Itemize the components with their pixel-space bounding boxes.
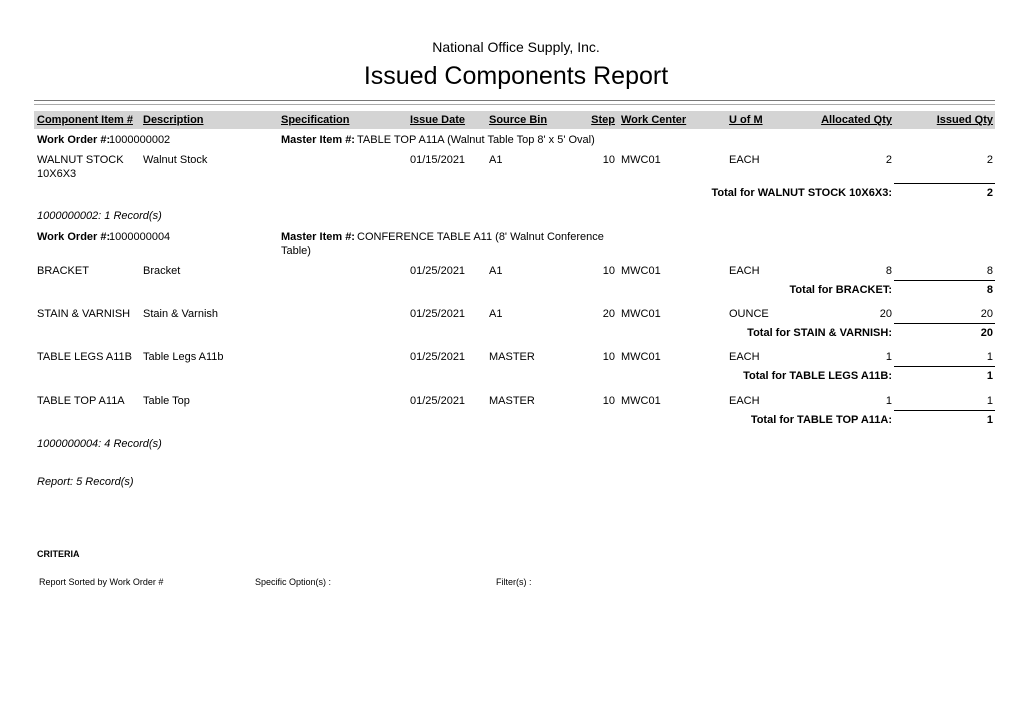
component-item: TABLE LEGS A11B xyxy=(37,351,132,363)
issue-date: 01/25/2021 xyxy=(410,351,466,363)
divider xyxy=(34,104,995,105)
master-item: CONFERENCE TABLE A11 (8' Walnut Conferen… xyxy=(357,231,604,243)
step: 10 xyxy=(602,265,615,277)
step: 10 xyxy=(602,351,615,363)
work-order-label: Work Order #: xyxy=(37,231,111,243)
work-center: MWC01 xyxy=(621,351,661,363)
criteria-sorted: Report Sorted by Work Order # xyxy=(39,577,164,587)
issued-qty: 1 xyxy=(986,351,993,363)
column-header-source-bin: Source Bin xyxy=(489,114,548,126)
component-item: WALNUT STOCK xyxy=(37,154,124,166)
issued-qty: 2 xyxy=(986,154,993,166)
component-item: BRACKET xyxy=(37,265,89,277)
allocated-qty: 2 xyxy=(885,154,892,166)
work-center: MWC01 xyxy=(621,265,661,277)
master-item-label: Master Item #: xyxy=(281,231,355,243)
column-header-band xyxy=(34,111,995,129)
issue-date: 01/25/2021 xyxy=(410,395,466,407)
criteria-heading: CRITERIA xyxy=(37,549,80,559)
column-header-issued-qty: Issued Qty xyxy=(936,114,993,126)
total-rule xyxy=(894,280,995,281)
source-bin: A1 xyxy=(489,308,503,320)
uom: EACH xyxy=(729,351,760,363)
allocated-qty: 20 xyxy=(879,308,892,320)
issued-qty: 1 xyxy=(986,395,993,407)
component-item: TABLE TOP A11A xyxy=(37,395,125,407)
description: Table Top xyxy=(143,395,190,407)
work-center: MWC01 xyxy=(621,395,661,407)
source-bin: MASTER xyxy=(489,351,535,363)
total-rule xyxy=(894,183,995,184)
master-item: TABLE TOP A11A (Walnut Table Top 8' x 5'… xyxy=(357,134,595,146)
description: Walnut Stock xyxy=(143,154,208,166)
total-issued: 20 xyxy=(980,327,993,339)
total-label: Total for TABLE TOP A11A: xyxy=(750,414,892,426)
master-item-label: Master Item #: xyxy=(281,134,355,146)
column-header-specification: Specification xyxy=(281,114,350,126)
criteria-options: Specific Option(s) : xyxy=(255,577,332,587)
issue-date: 01/15/2021 xyxy=(410,154,466,166)
description: Table Legs A11b xyxy=(143,351,224,363)
column-header-uom: U of M xyxy=(729,114,763,126)
company-name: National Office Supply, Inc. xyxy=(432,39,600,55)
total-issued: 2 xyxy=(986,187,993,199)
issued-qty: 8 xyxy=(986,265,993,277)
issue-date: 01/25/2021 xyxy=(410,265,466,277)
step: 10 xyxy=(602,395,615,407)
source-bin: MASTER xyxy=(489,395,535,407)
criteria-filters: Filter(s) : xyxy=(496,577,532,587)
column-header-allocated-qty: Allocated Qty xyxy=(821,114,892,126)
description: Stain & Varnish xyxy=(143,308,219,320)
column-header-component-item: Component Item # xyxy=(37,114,133,126)
report-record-count: Report: 5 Record(s) xyxy=(37,476,134,488)
total-issued: 8 xyxy=(986,284,993,296)
total-issued: 1 xyxy=(986,414,993,426)
source-bin: A1 xyxy=(489,154,503,166)
work-order-number: 1000000004 xyxy=(109,231,171,243)
total-rule xyxy=(894,410,995,411)
column-header-work-center: Work Center xyxy=(621,114,687,126)
component-item-cont: 10X6X3 xyxy=(37,168,77,180)
total-label: Total for BRACKET: xyxy=(789,284,892,296)
description: Bracket xyxy=(143,265,181,277)
total-label: Total for STAIN & VARNISH: xyxy=(747,327,892,339)
work-order-label: Work Order #: xyxy=(37,134,111,146)
work-order-record-count: 1000000004: 4 Record(s) xyxy=(37,438,162,450)
issued-qty: 20 xyxy=(980,308,993,320)
allocated-qty: 1 xyxy=(885,395,892,407)
uom: EACH xyxy=(729,154,760,166)
total-label: Total for WALNUT STOCK 10X6X3: xyxy=(711,187,892,199)
total-issued: 1 xyxy=(986,370,993,382)
column-header-issue-date: Issue Date xyxy=(410,114,466,126)
issue-date: 01/25/2021 xyxy=(410,308,466,320)
work-order-record-count: 1000000002: 1 Record(s) xyxy=(37,210,162,222)
allocated-qty: 8 xyxy=(885,265,892,277)
work-order-number: 1000000002 xyxy=(109,134,171,146)
uom: EACH xyxy=(729,395,760,407)
total-rule xyxy=(894,366,995,367)
source-bin: A1 xyxy=(489,265,503,277)
report-title: Issued Components Report xyxy=(363,62,669,90)
allocated-qty: 1 xyxy=(885,351,892,363)
total-rule xyxy=(894,323,995,324)
step: 10 xyxy=(602,154,615,166)
total-label: Total for TABLE LEGS A11B: xyxy=(743,370,892,382)
uom: OUNCE xyxy=(729,308,769,320)
step: 20 xyxy=(602,308,615,320)
work-center: MWC01 xyxy=(621,308,661,320)
divider xyxy=(34,100,995,101)
column-header-description: Description xyxy=(143,114,204,126)
component-item: STAIN & VARNISH xyxy=(37,308,131,320)
column-header-step: Step xyxy=(591,114,615,126)
master-item-cont: Table) xyxy=(281,245,311,257)
work-center: MWC01 xyxy=(621,154,661,166)
uom: EACH xyxy=(729,265,760,277)
